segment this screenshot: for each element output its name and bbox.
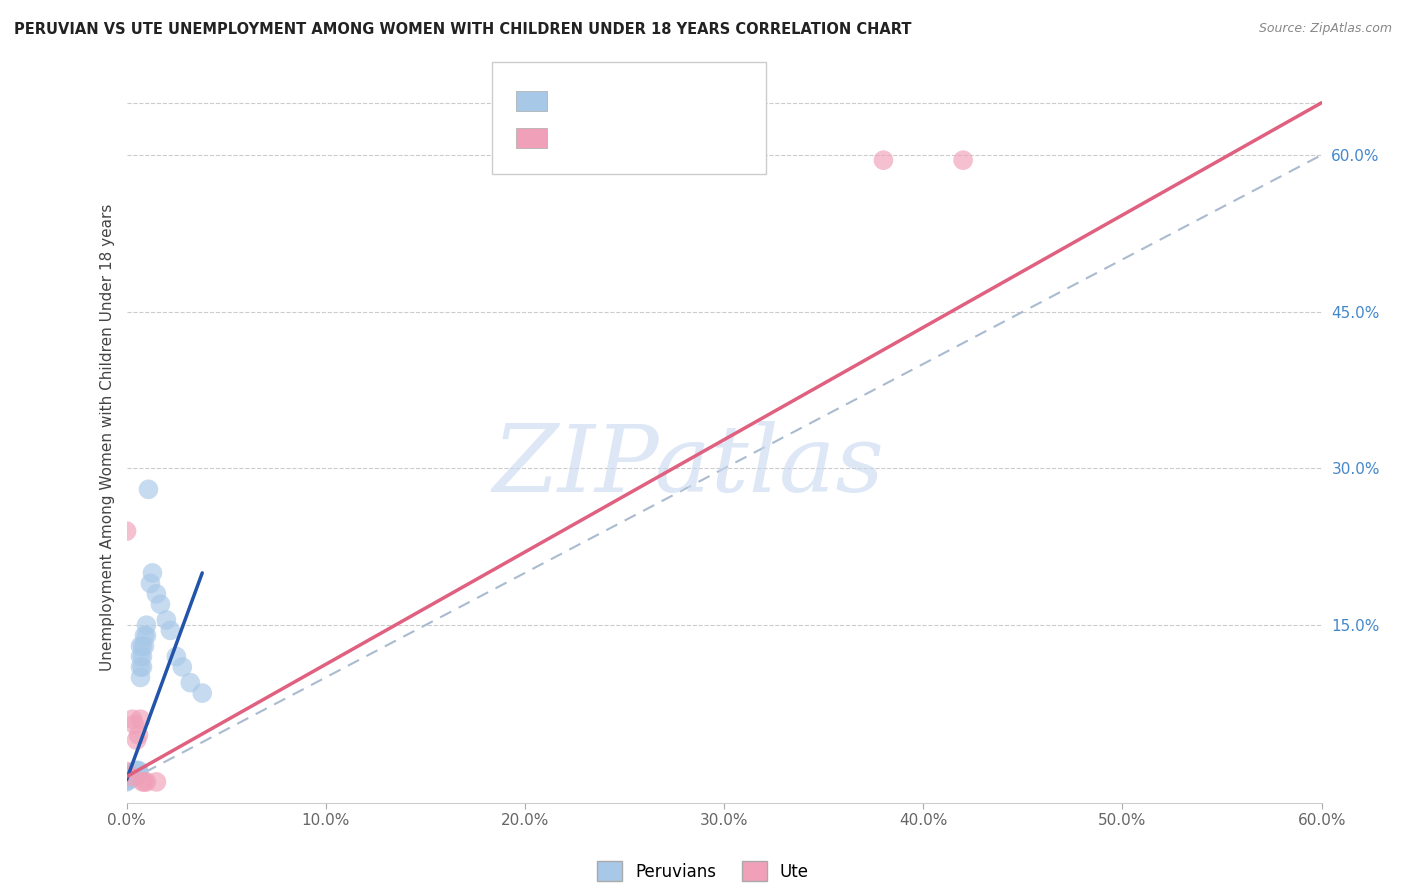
Point [138,483,160,497]
Point [129,649,152,664]
Point [131,660,153,674]
Legend: Peruvians, Ute: Peruvians, Ute [591,855,815,888]
Point [121,771,143,785]
Point [115,772,138,786]
Point [159,624,181,638]
Point [127,764,149,778]
Point [134,639,156,653]
Point [129,660,152,674]
Point [179,675,201,690]
Point [115,524,138,538]
Point [124,765,146,780]
Point [127,728,149,742]
Point [120,770,142,784]
Point [125,733,148,747]
Point [135,629,157,643]
Point [124,764,146,779]
Text: 0.905: 0.905 [593,129,645,147]
Point [117,771,139,785]
Point [117,769,139,783]
Text: R=: R= [558,129,589,147]
Point [145,775,167,789]
Text: 61: 61 [706,92,728,110]
Point [135,618,157,632]
Text: PERUVIAN VS UTE UNEMPLOYMENT AMONG WOMEN WITH CHILDREN UNDER 18 YEARS CORRELATIO: PERUVIAN VS UTE UNEMPLOYMENT AMONG WOMEN… [14,22,911,37]
Point [125,769,148,783]
Point [129,670,152,684]
Point [117,770,139,784]
Point [120,766,142,780]
Point [120,771,142,785]
Point [121,770,143,784]
Point [135,775,157,789]
Text: N =: N = [664,92,700,110]
Point [191,686,214,700]
Point [117,772,139,786]
Point [172,660,194,674]
Point [120,767,142,781]
Text: R=: R= [558,92,589,110]
Point [131,639,153,653]
Point [115,764,138,779]
Point [120,769,142,783]
Point [115,775,138,789]
Point [121,765,143,780]
Point [121,766,143,780]
Point [131,649,153,664]
Point [127,764,149,779]
Point [129,712,152,726]
Point [139,576,162,591]
Point [149,597,172,611]
Point [117,772,139,787]
Point [121,767,143,781]
Point [115,773,138,788]
Point [872,153,894,168]
Point [124,766,146,780]
Point [120,772,142,786]
Point [129,639,152,653]
Point [121,712,143,726]
Point [131,775,153,789]
Point [141,566,163,580]
Point [115,772,138,787]
Point [115,770,138,784]
Text: 14: 14 [706,129,728,147]
Text: Source: ZipAtlas.com: Source: ZipAtlas.com [1258,22,1392,36]
Point [155,613,177,627]
Y-axis label: Unemployment Among Women with Children Under 18 years: Unemployment Among Women with Children U… [100,203,115,671]
Point [125,766,148,780]
Point [127,767,149,781]
Point [165,649,187,664]
Point [115,771,138,785]
Point [134,629,156,643]
Text: ZIPatlas: ZIPatlas [492,421,884,511]
Point [124,770,146,784]
Point [124,767,146,781]
Point [952,153,974,168]
Point [124,769,146,783]
Point [125,764,148,778]
Point [145,587,167,601]
Point [134,775,156,789]
Point [124,717,146,731]
Point [125,764,148,779]
Point [121,769,143,783]
Point [120,770,142,784]
Text: 0.573: 0.573 [593,92,645,110]
Point [125,765,148,780]
Point [127,765,149,780]
Text: N =: N = [664,129,700,147]
Point [125,767,148,781]
